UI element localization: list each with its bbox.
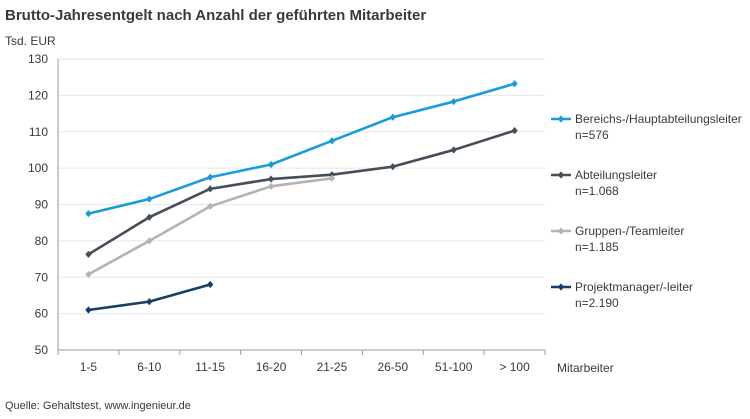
y-tick-label: 90: [35, 198, 49, 212]
series-2: [85, 127, 518, 258]
data-point-marker: [389, 113, 397, 121]
y-tick-label: 80: [35, 234, 49, 248]
legend-item: Projektmanager/-leiter n=2.190: [551, 280, 693, 310]
y-tick-label: 130: [28, 52, 48, 66]
data-point-marker: [389, 163, 397, 171]
data-point-marker: [146, 213, 153, 221]
x-tick-label: 1-5: [80, 360, 98, 374]
data-point-marker: [146, 298, 153, 306]
legend-marker: [557, 227, 565, 235]
series-1: [85, 80, 518, 218]
y-axis-label: Tsd. EUR: [5, 34, 56, 48]
data-point-marker: [450, 146, 457, 154]
data-point-marker: [328, 171, 336, 179]
legend-label: Projektmanager/-leiter: [575, 280, 693, 294]
legend-count: n=1.185: [575, 240, 619, 254]
x-axis-ticks: 1-5 6-10 11-15 16-20 21-25 26-50 51-100 > 100: [57, 350, 546, 374]
x-axis-label: Mitarbeiter: [557, 361, 614, 375]
legend-item: Gruppen-/Teamleiter n=1.185: [551, 224, 684, 254]
legend: Bereichs-/Hauptabteilungsleiter n=576 Abte…: [551, 112, 742, 310]
chart-title: Brutto-Jahresentgelt nach Anzahl der gef…: [5, 7, 426, 24]
source-note: Quelle: Gehaltstest, www.ingenieur.de: [5, 400, 191, 412]
data-point-marker: [267, 160, 275, 169]
data-point-marker: [85, 306, 92, 314]
legend-label: Abteilungsleiter: [575, 168, 657, 182]
data-point-marker: [146, 237, 153, 245]
legend-label: Bereichs-/Hauptabteilungsleiter: [575, 112, 742, 126]
y-tick-label: 50: [35, 343, 49, 357]
x-tick-label: 6-10: [137, 360, 161, 374]
legend-count: n=1.068: [575, 184, 619, 198]
x-tick-label: > 100: [499, 360, 530, 374]
legend-marker: [557, 283, 565, 291]
x-tick-label: 26-50: [377, 360, 408, 374]
y-tick-label: 60: [35, 307, 49, 321]
legend-marker: [557, 171, 565, 179]
data-point-marker: [206, 173, 214, 181]
data-point-marker: [206, 202, 214, 210]
legend-marker: [557, 115, 565, 123]
y-axis-ticks: 50 60 70 80 90 100 110 120 130: [28, 52, 48, 357]
series-line: [87, 177, 333, 276]
data-point-marker: [328, 137, 336, 145]
data-point-marker: [85, 250, 92, 258]
data-point-marker: [511, 127, 518, 135]
data-point-marker: [85, 270, 92, 278]
x-tick-label: 16-20: [256, 360, 287, 374]
data-point-marker: [450, 97, 457, 106]
data-point-marker: [146, 195, 153, 203]
data-point-marker: [328, 174, 336, 182]
series-line: [88, 82, 515, 215]
y-tick-label: 70: [35, 270, 49, 284]
series-lines: [85, 80, 518, 314]
data-point-marker: [511, 80, 518, 88]
legend-count: n=2.190: [575, 296, 619, 310]
legend-item: Bereichs-/Hauptabteilungsleiter n=576: [551, 112, 742, 142]
series-4: [85, 280, 214, 314]
series-line: [87, 129, 515, 256]
gridlines: [57, 58, 545, 351]
data-point-marker: [267, 175, 275, 183]
series-3: [85, 174, 336, 278]
data-point-marker: [85, 209, 92, 218]
x-tick-label: 11-15: [195, 360, 225, 374]
x-tick-label: 21-25: [317, 360, 348, 374]
y-tick-label: 110: [29, 125, 48, 139]
y-tick-label: 120: [28, 88, 48, 102]
legend-count: n=576: [575, 128, 609, 142]
legend-item: Abteilungsleiter n=1.068: [551, 168, 657, 198]
data-point-marker: [206, 185, 214, 193]
data-point-marker: [206, 280, 214, 289]
series-line: [88, 283, 211, 312]
legend-label: Gruppen-/Teamleiter: [575, 224, 684, 238]
y-tick-label: 100: [28, 161, 48, 175]
data-point-marker: [267, 182, 275, 190]
x-tick-label: 51-100: [435, 360, 473, 374]
